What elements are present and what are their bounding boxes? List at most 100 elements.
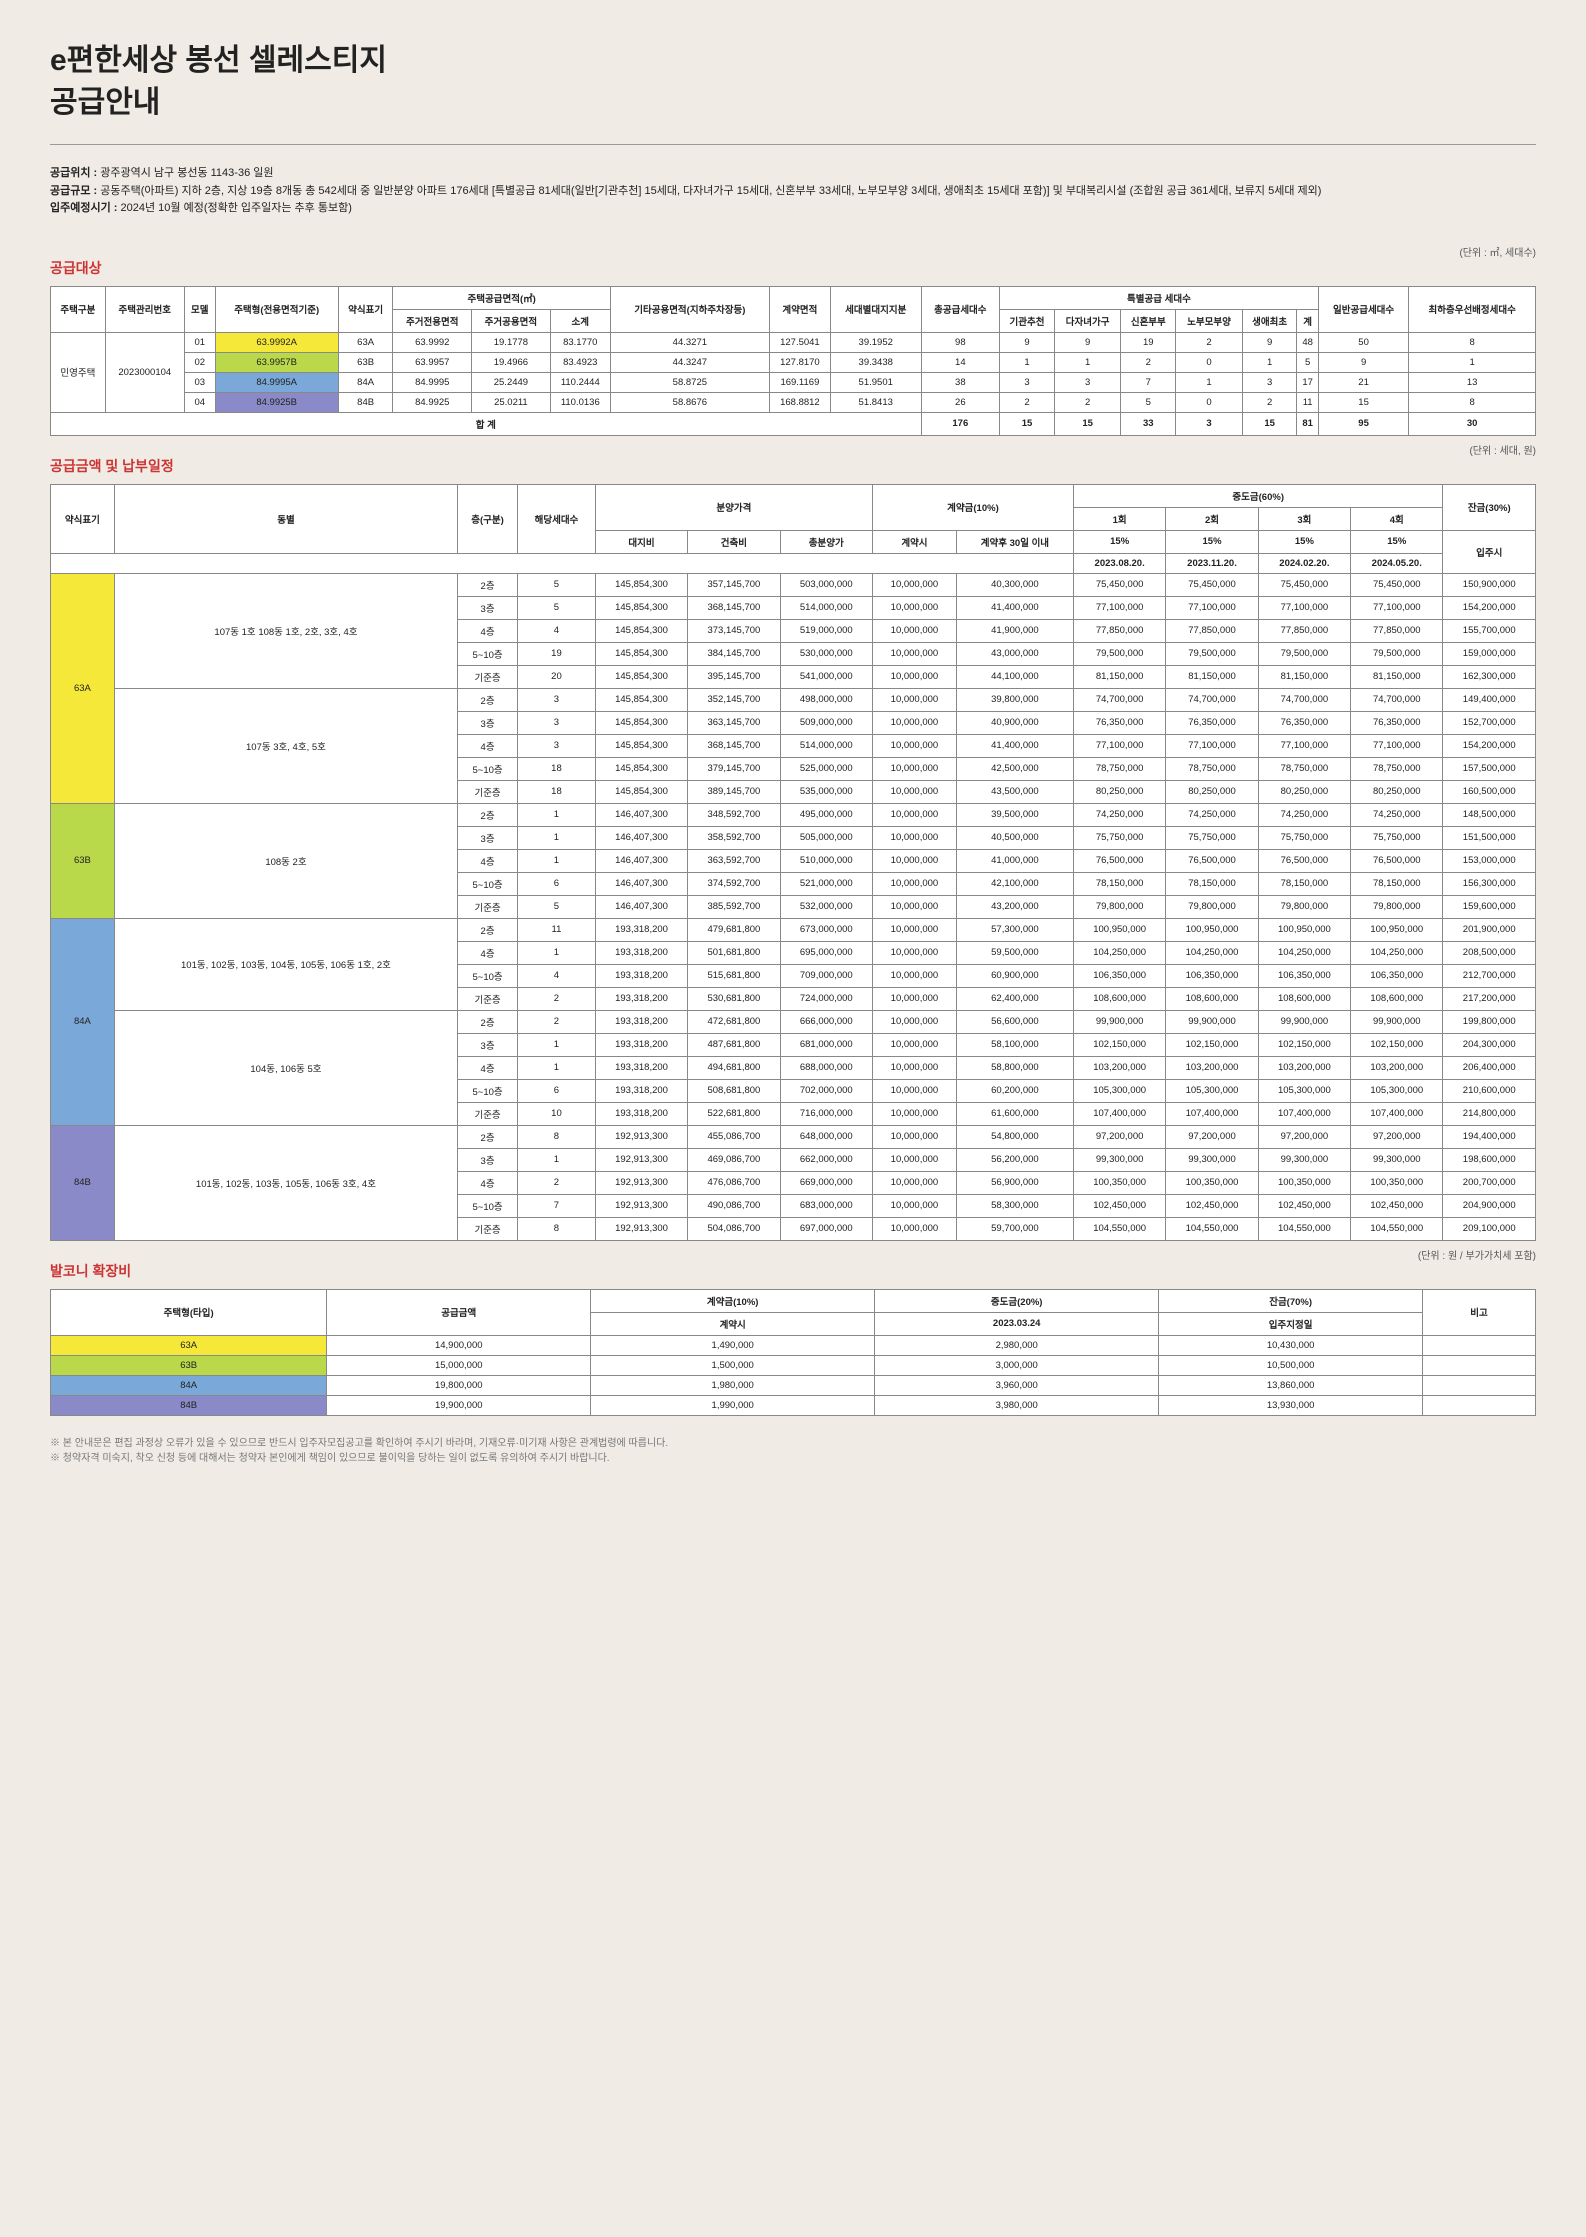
cell: 10,000,000 xyxy=(872,941,956,964)
cell: 379,145,700 xyxy=(688,757,780,780)
cell: 159,000,000 xyxy=(1443,642,1536,665)
cell: 10,000,000 xyxy=(872,849,956,872)
cell: 10,000,000 xyxy=(872,987,956,1010)
cell: 374,592,700 xyxy=(688,872,780,895)
cell: 19 xyxy=(1121,332,1176,352)
cell: 104,250,000 xyxy=(1166,941,1258,964)
cell: 41,000,000 xyxy=(956,849,1073,872)
cell: 352,145,700 xyxy=(688,688,780,711)
cell: 9 xyxy=(1054,332,1121,352)
movein-value: 2024년 10월 예정(정확한 입주일자는 추후 통보함) xyxy=(121,202,352,214)
cell: 102,450,000 xyxy=(1166,1194,1258,1217)
foot1: ※ 본 안내문은 편집 과정상 오류가 있을 수 있으므로 반드시 입주자모집공… xyxy=(50,1438,668,1449)
table-row-total: 합 계176151533315819530 xyxy=(51,412,1536,435)
cell: 77,100,000 xyxy=(1351,596,1443,619)
cell: 39.1952 xyxy=(830,332,921,352)
cell: 76,500,000 xyxy=(1166,849,1258,872)
cell: 10,000,000 xyxy=(872,1079,956,1102)
cell: 61,600,000 xyxy=(956,1102,1073,1125)
th: 대지비 xyxy=(595,530,687,553)
cell: 63A xyxy=(338,332,393,352)
table-row: 63B108동 2호2층1146,407,300348,592,700495,0… xyxy=(51,803,1536,826)
cell: 20 xyxy=(518,665,596,688)
cell: 3층 xyxy=(458,596,518,619)
cell: 498,000,000 xyxy=(780,688,872,711)
cell: 77,100,000 xyxy=(1073,596,1165,619)
cell: 146,407,300 xyxy=(595,895,687,918)
cell: 50 xyxy=(1318,332,1409,352)
cell: 84B xyxy=(338,392,393,412)
cell: 204,900,000 xyxy=(1443,1194,1536,1217)
cell: 107,400,000 xyxy=(1166,1102,1258,1125)
cell: 21 xyxy=(1318,372,1409,392)
cell: 4 xyxy=(518,619,596,642)
cell: 81,150,000 xyxy=(1166,665,1258,688)
cell: 2023000104 xyxy=(105,332,184,412)
cell: 100,950,000 xyxy=(1166,918,1258,941)
table-row: 84A19,800,0001,980,0003,960,00013,860,00… xyxy=(51,1375,1536,1395)
table-row: 84B101동, 102동, 103동, 105동, 106동 3호, 4호2층… xyxy=(51,1125,1536,1148)
cell: 192,913,300 xyxy=(595,1125,687,1148)
cell: 63A xyxy=(51,573,115,803)
cell: 57,300,000 xyxy=(956,918,1073,941)
th: 생애최초 xyxy=(1242,309,1297,332)
th: 기타공용면적(지하주차장등) xyxy=(610,286,769,332)
th: 모델 xyxy=(184,286,215,332)
cell: 79,500,000 xyxy=(1258,642,1350,665)
cell: 204,300,000 xyxy=(1443,1033,1536,1056)
cell: 104,250,000 xyxy=(1258,941,1350,964)
cell: 14,900,000 xyxy=(327,1335,591,1355)
cell: 10,000,000 xyxy=(872,665,956,688)
cell: 193,318,200 xyxy=(595,941,687,964)
cell: 2 xyxy=(518,987,596,1010)
cell: 43,200,000 xyxy=(956,895,1073,918)
cell: 10,000,000 xyxy=(872,964,956,987)
cell: 30 xyxy=(1409,412,1536,435)
cell: 10,000,000 xyxy=(872,918,956,941)
cell: 102,150,000 xyxy=(1073,1033,1165,1056)
supply-table: 주택구분 주택관리번호 모델 주택형(전용면적기준) 약식표기 주택공급면적(㎡… xyxy=(50,286,1536,436)
sec2-title: 공급금액 및 납부일정 xyxy=(50,456,174,476)
cell: 206,400,000 xyxy=(1443,1056,1536,1079)
sec3-unit: (단위 : 원 / 부가가치세 포함) xyxy=(1418,1247,1536,1262)
cell: 2,980,000 xyxy=(875,1335,1159,1355)
cell: 103,200,000 xyxy=(1258,1056,1350,1079)
cell: 0 xyxy=(1176,392,1243,412)
cell: 76,350,000 xyxy=(1351,711,1443,734)
page-title: e편한세상 봉선 셀레스티지 공급안내 xyxy=(50,40,1536,124)
cell: 1 xyxy=(1176,372,1243,392)
loc-value: 광주광역시 남구 봉선동 1143-36 일원 xyxy=(100,167,273,179)
cell: 19,900,000 xyxy=(327,1395,591,1415)
cell: 04 xyxy=(184,392,215,412)
th: 중도금(60%) xyxy=(1073,484,1443,507)
cell: 149,400,000 xyxy=(1443,688,1536,711)
cell: 26 xyxy=(921,392,1000,412)
cell: 214,800,000 xyxy=(1443,1102,1536,1125)
cell: 25.2449 xyxy=(472,372,551,392)
table-row: 104동, 106동 5호2층2193,318,200472,681,80066… xyxy=(51,1010,1536,1033)
cell: 78,150,000 xyxy=(1258,872,1350,895)
cell: 62,400,000 xyxy=(956,987,1073,1010)
cell: 97,200,000 xyxy=(1166,1125,1258,1148)
cell: 48 xyxy=(1297,332,1318,352)
cell: 4 xyxy=(518,964,596,987)
cell: 97,200,000 xyxy=(1258,1125,1350,1148)
cell: 541,000,000 xyxy=(780,665,872,688)
cell: 58.8725 xyxy=(610,372,769,392)
th: 입주시 xyxy=(1443,530,1536,573)
th: 2회 xyxy=(1166,507,1258,530)
cell: 77,100,000 xyxy=(1166,596,1258,619)
cell: 3층 xyxy=(458,1033,518,1056)
loc-label: 공급위치 : xyxy=(50,167,97,179)
cell: 193,318,200 xyxy=(595,987,687,1010)
cell: 63.9957 xyxy=(393,352,472,372)
cell: 75,450,000 xyxy=(1073,573,1165,596)
cell: 1 xyxy=(1409,352,1536,372)
cell: 145,854,300 xyxy=(595,734,687,757)
cell: 5~10층 xyxy=(458,1079,518,1102)
cell: 3층 xyxy=(458,1148,518,1171)
cell: 724,000,000 xyxy=(780,987,872,1010)
cell: 10,000,000 xyxy=(872,642,956,665)
cell: 42,500,000 xyxy=(956,757,1073,780)
cell: 75,750,000 xyxy=(1166,826,1258,849)
